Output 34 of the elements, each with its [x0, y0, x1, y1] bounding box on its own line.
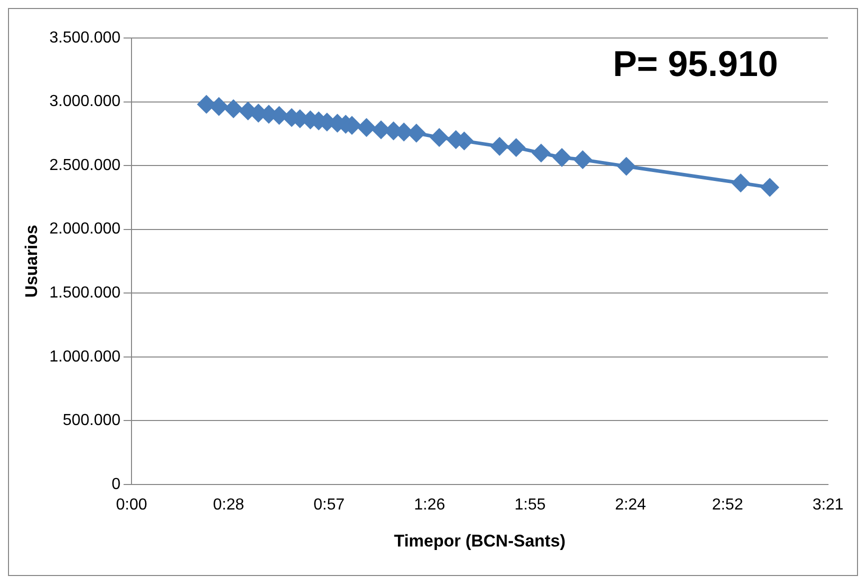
y-tick-label: 1.000.000 — [49, 348, 121, 366]
y-tick-label: 3.000.000 — [49, 93, 121, 110]
y-tick-label: 2.000.000 — [49, 220, 121, 238]
point — [732, 174, 750, 192]
point — [574, 150, 592, 168]
y-tick-label: 0 — [112, 476, 121, 493]
point — [408, 124, 426, 142]
point — [430, 128, 448, 146]
x-tick-label: 2:24 — [614, 496, 646, 514]
x-axis-title: Timepor (BCN-Sants) — [394, 531, 566, 550]
point — [532, 144, 550, 162]
point — [553, 148, 571, 166]
point — [198, 96, 216, 114]
point — [761, 178, 779, 196]
x-tick-label: 0:57 — [314, 496, 345, 514]
point — [372, 121, 390, 139]
point — [210, 98, 228, 116]
x-tick-label: 1:26 — [414, 496, 446, 514]
point — [618, 158, 636, 176]
y-axis-title: Usuarios — [22, 224, 41, 298]
point — [224, 100, 242, 118]
point — [507, 138, 525, 156]
y-tick-label: 2.500.000 — [49, 156, 121, 174]
y-tick-label: 3.500.000 — [49, 29, 121, 46]
x-tick-label: 0:00 — [116, 496, 148, 514]
x-tick-label: 3:21 — [812, 496, 844, 514]
x-tick-label: 2:52 — [712, 496, 744, 514]
point — [490, 138, 508, 156]
y-tick-label: 1.500.000 — [49, 284, 121, 302]
x-tick-label: 0:28 — [213, 496, 244, 514]
y-tick-label: 500.000 — [62, 412, 121, 430]
point — [358, 118, 376, 136]
x-tick-label: 1:55 — [514, 496, 546, 514]
annotation: P= 95.910 — [612, 42, 778, 84]
